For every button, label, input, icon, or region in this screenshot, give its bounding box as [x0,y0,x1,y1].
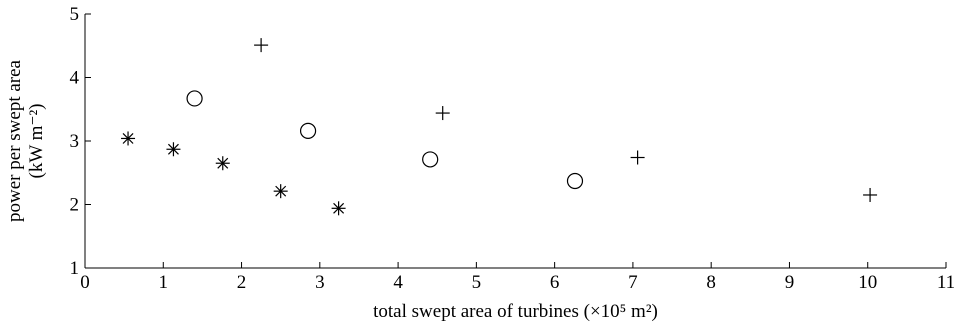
x-tick-label-1: 1 [159,272,169,293]
y-tick-label-1: 1 [70,258,80,279]
x-tick-label-2: 2 [237,272,247,293]
x-tick-label-6: 6 [550,272,560,293]
axes [84,14,946,269]
circle-point-2 [299,122,317,139]
x-tick-label-9: 9 [785,272,795,293]
asterisk-point-3 [215,156,230,171]
x-tick-label-10: 10 [858,272,877,293]
x-tick-label-8: 8 [706,272,716,293]
circle-point-1 [186,90,203,107]
asterisk-point-1 [121,131,136,146]
y-tick-label-2: 2 [70,195,80,216]
x-tick-label-11: 11 [937,272,955,293]
data-points [121,38,878,216]
x-tick-label-4: 4 [393,272,403,293]
y-axis-label-line1: power per swept area [4,59,25,222]
y-tick-label-3: 3 [70,131,80,152]
plus-point-1 [254,38,269,53]
y-tick-label-4: 4 [70,68,80,89]
plus-point-4 [863,187,878,202]
x-tick-label-0: 0 [80,272,90,293]
asterisk-point-4 [273,184,288,199]
asterisk-point-2 [166,142,181,157]
plus-point-2 [435,106,450,121]
circle-point-4 [566,172,584,190]
x-tick-label-5: 5 [472,272,482,293]
plus-point-3 [630,150,645,165]
circle-point-3 [422,151,439,168]
asterisk-point-5 [331,201,346,216]
x-tick-label-3: 3 [315,272,325,293]
x-tick-label-7: 7 [628,272,638,293]
x-axis-label: total swept area of turbines (×10⁵ m²) [373,301,658,322]
y-tick-label-5: 5 [70,4,80,25]
y-axis-label-line2: (kW m⁻²) [26,104,47,179]
